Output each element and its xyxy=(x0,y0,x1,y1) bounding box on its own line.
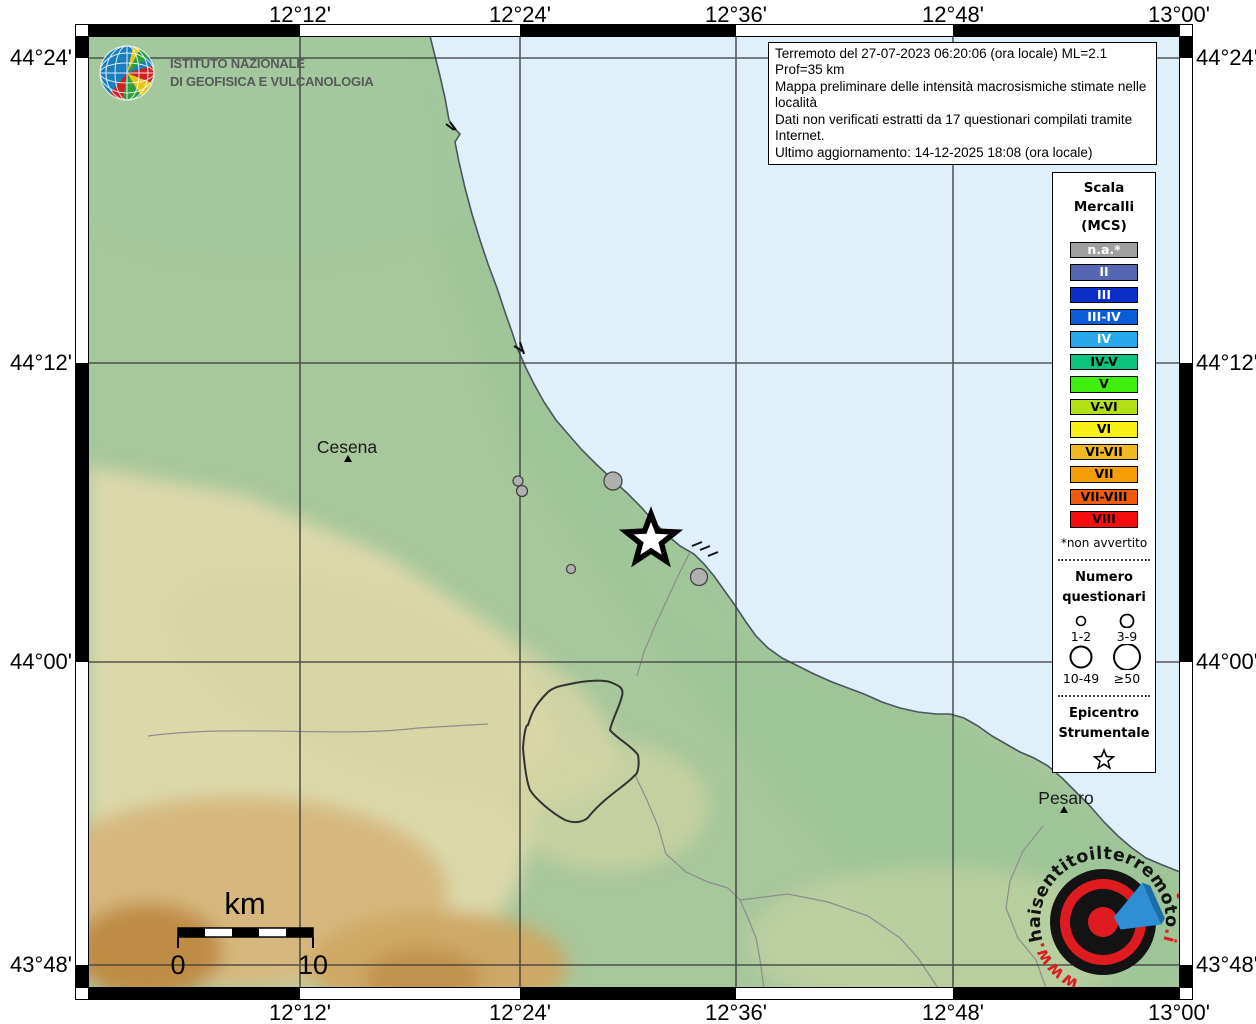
axis-label-left-1: 44°12' xyxy=(10,350,72,375)
axis-label-top-0: 12°12' xyxy=(269,2,331,27)
legend-title-line: Mercalli xyxy=(1073,198,1135,215)
legend-chip-vii-viii: VII-VIII xyxy=(1070,488,1138,506)
event-info-line4: Ultimo aggiornamento: 14-12-2025 18:08 (… xyxy=(775,144,1093,160)
axis-label-right-2: 44°00' xyxy=(1196,649,1256,674)
questionnaire-title-line: Numero xyxy=(1075,569,1133,585)
epicenter-title-line: Epicentro xyxy=(1069,705,1139,721)
epicenter-key-title: Epicentro Strumentale xyxy=(1058,704,1149,744)
axis-label-top-1: 12°24' xyxy=(489,2,551,27)
watermark-question-mark: ? xyxy=(1174,887,1180,924)
size-key-3-9: 3-9 xyxy=(1112,612,1142,644)
axis-label-top-3: 12°48' xyxy=(922,2,984,27)
epicenter-star-icon xyxy=(618,506,684,568)
size-key-label: 3-9 xyxy=(1116,628,1138,644)
size-key-50plus: ≥50 xyxy=(1110,643,1144,686)
questionnaire-size-key: 1-2 3-9 10-49 ≥50 xyxy=(1058,612,1150,686)
epicenter-title-line: Strumentale xyxy=(1058,725,1150,741)
locality-circle xyxy=(515,484,529,498)
watermark-megaphone-icon xyxy=(1113,882,1162,930)
locality-symbols xyxy=(512,471,709,587)
axis-label-bottom-2: 12°36' xyxy=(705,1000,767,1024)
legend-chip-iv-v: IV-V xyxy=(1070,353,1138,371)
axis-label-right-1: 44°12' xyxy=(1196,350,1256,375)
questionnaire-title-line: questionari xyxy=(1062,589,1146,605)
legend-chip-ii: II xyxy=(1070,264,1138,281)
questionnaire-circle-icon xyxy=(1113,643,1141,670)
axis-label-bottom-3: 12°48' xyxy=(922,1000,984,1024)
event-info-line1: Terremoto del 27-07-2023 06:20:06 (ora l… xyxy=(775,46,1108,78)
axis-label-right-0: 44°24' xyxy=(1196,45,1256,70)
city-marker-icon xyxy=(1060,806,1068,813)
questionnaire-circle-icon xyxy=(1075,615,1087,627)
axis-label-bottom-0: 12°12' xyxy=(269,1000,331,1024)
scale-bar-unit: km xyxy=(224,886,265,921)
city-cesena: Cesena xyxy=(317,437,378,462)
legend-chip-na: n.a.* xyxy=(1070,241,1138,259)
axis-label-bottom-4: 13°00' xyxy=(1148,1000,1210,1024)
event-info-line3: Dati non verificati estratti da 17 quest… xyxy=(775,111,1133,144)
legend-title: Scala Mercalli (MCS) xyxy=(1074,179,1134,236)
legend-chip-v-vi: V-VI xyxy=(1070,398,1138,416)
map-frame xyxy=(75,24,1193,1000)
scale-bar: km 0 10 xyxy=(170,886,328,980)
event-info-box: Terremoto del 27-07-2023 06:20:06 (ora l… xyxy=(768,42,1157,166)
region-boundaries xyxy=(147,551,1047,988)
legend-separator xyxy=(1058,558,1150,561)
axis-label-left-0: 44°24' xyxy=(10,45,72,70)
legend-chip-vi: VI xyxy=(1070,421,1138,438)
coastline xyxy=(429,36,1180,873)
legend-chip-iv: IV xyxy=(1070,331,1138,348)
graticule-gridlines xyxy=(88,36,1180,988)
ingv-globe-icon xyxy=(99,45,155,101)
city-pesaro: Pesaro xyxy=(1038,788,1094,813)
harbor-marks xyxy=(445,121,719,557)
event-info-line2: Mappa preliminare delle intensità macros… xyxy=(775,78,1147,111)
ingv-logo-line1: ISTITUTO NAZIONALE xyxy=(170,56,305,72)
legend-footnote: *non avvertito xyxy=(1060,535,1148,550)
scale-bar-min: 0 xyxy=(170,950,185,980)
questionnaire-circle-icon xyxy=(1119,613,1135,628)
locality-circle xyxy=(689,567,709,587)
axis-label-top-4: 13°00' xyxy=(1148,2,1210,27)
size-key-10-49: 10-49 xyxy=(1063,644,1099,686)
city-marker-icon xyxy=(344,455,352,462)
axis-label-right-3: 43°48' xyxy=(1196,952,1256,977)
legend-panel: Scala Mercalli (MCS) n.a.* II III III-IV… xyxy=(1052,172,1156,773)
questionnaire-count-title: Numero questionari xyxy=(1062,568,1146,608)
city-label: Pesaro xyxy=(1038,788,1093,808)
axis-label-top-2: 12°36' xyxy=(705,2,767,27)
locality-circle xyxy=(603,471,623,491)
legend-chip-v: V xyxy=(1070,376,1138,393)
epicenter-star-key-icon xyxy=(1092,748,1116,770)
legend-chip-vii: VII xyxy=(1070,466,1138,483)
size-key-label: ≥50 xyxy=(1113,670,1141,686)
legend-title-line: Scala xyxy=(1083,180,1125,196)
scale-bar-max: 10 xyxy=(298,950,328,980)
legend-chip-iii: III xyxy=(1070,286,1138,304)
questionnaire-circle-icon xyxy=(1069,645,1093,669)
axis-label-left-2: 44°00' xyxy=(10,649,72,674)
size-key-label: 10-49 xyxy=(1062,670,1100,686)
city-label: Cesena xyxy=(317,437,378,457)
legend-title-line: (MCS) xyxy=(1081,217,1127,234)
legend-separator xyxy=(1058,694,1150,697)
axis-label-left-3: 43°48' xyxy=(10,952,72,977)
legend-chip-vi-vii: VI-VII xyxy=(1070,443,1138,461)
axis-label-bottom-1: 12°24' xyxy=(489,1000,551,1024)
ingv-logo-line2: DI GEOFISICA E VULCANOLOGIA xyxy=(170,74,374,89)
san-marino-border xyxy=(521,679,640,824)
legend-chip-viii: VIII xyxy=(1070,511,1138,528)
ingv-logo: ISTITUTO NAZIONALE DI GEOFISICA E VULCAN… xyxy=(98,44,374,102)
locality-circle xyxy=(512,475,524,487)
locality-circle xyxy=(565,563,577,575)
map-canvas: Cesena Pesaro km 0 10 xyxy=(88,36,1180,988)
size-key-1-2: 1-2 xyxy=(1066,612,1096,644)
size-key-label: 1-2 xyxy=(1070,628,1092,644)
legend-chip-iii-iv: III-IV xyxy=(1070,309,1138,326)
